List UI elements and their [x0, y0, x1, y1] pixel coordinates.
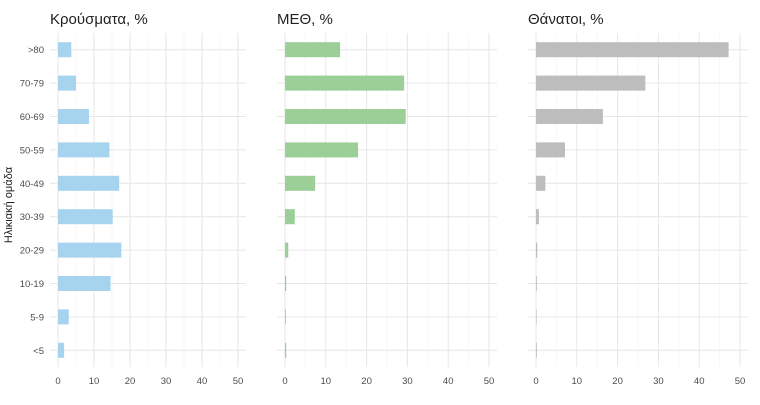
- x-tick-label: 30: [653, 376, 664, 387]
- x-tick-label: 30: [402, 376, 413, 387]
- x-tick-label: 50: [735, 376, 746, 387]
- panel-3: Θάνατοι, % 0 10 20 30 40 50: [528, 11, 748, 387]
- bar: [58, 142, 110, 158]
- bar: [536, 275, 537, 292]
- x-tick-label: 20: [125, 376, 136, 387]
- x-tick-label: 0: [55, 376, 60, 387]
- panels: Κρούσματα, % 0 10 20 30 40 50 >80 70-79 60-69 50-5…: [20, 11, 748, 387]
- y-tick-label: 60-69: [20, 112, 44, 123]
- bar: [58, 242, 122, 258]
- bar: [285, 309, 286, 325]
- bar: [285, 75, 405, 91]
- x-tick-label: 50: [484, 376, 495, 387]
- x-tick-label: 20: [612, 376, 623, 387]
- bar: [536, 309, 537, 325]
- bar: [285, 108, 406, 125]
- bar: [285, 242, 289, 258]
- panel-1: Κρούσματα, % 0 10 20 30 40 50 >80 70-79 60-69 50-5…: [20, 11, 246, 387]
- bar: [58, 275, 111, 292]
- x-tick-label: 40: [197, 376, 208, 387]
- y-tick-label: 40-49: [20, 179, 44, 190]
- bar: [536, 175, 546, 191]
- bar: [285, 275, 287, 292]
- bar: [58, 342, 65, 358]
- bar: [58, 175, 120, 191]
- y-tick-label: 5-9: [30, 312, 44, 323]
- panel-2: ΜΕΘ, % 0 10 20 30 40 50: [277, 11, 497, 387]
- x-tick-label: 40: [443, 376, 454, 387]
- y-tick-label: <5: [33, 346, 44, 357]
- panel-title: ΜΕΘ, %: [277, 11, 333, 28]
- x-tick-label: 0: [533, 376, 538, 387]
- bar: [58, 209, 113, 225]
- x-tick-label: 10: [89, 376, 100, 387]
- bar: [285, 342, 287, 358]
- bar: [58, 309, 69, 325]
- bar: [285, 142, 359, 158]
- bar: [536, 242, 538, 258]
- x-tick-label: 10: [572, 376, 583, 387]
- bar: [58, 75, 76, 91]
- y-tick-label: 50-59: [20, 145, 44, 156]
- bar: [536, 142, 565, 158]
- bar: [536, 75, 646, 91]
- bar: [285, 175, 316, 191]
- x-tick-label: 10: [321, 376, 332, 387]
- x-tick-label: 50: [233, 376, 244, 387]
- x-tick-label: 20: [361, 376, 372, 387]
- bar: [536, 108, 603, 125]
- y-tick-label: >80: [28, 45, 44, 56]
- bar: [285, 209, 295, 225]
- bar: [285, 42, 341, 58]
- y-axis-title: Ηλικιακή ομάδα: [3, 166, 15, 243]
- x-tick-label: 30: [161, 376, 172, 387]
- panel-title: Θάνατοι, %: [528, 11, 604, 28]
- y-tick-label: 70-79: [20, 79, 44, 90]
- y-tick-label: 30-39: [20, 212, 44, 223]
- x-tick-label: 0: [282, 376, 287, 387]
- bar: [536, 42, 729, 58]
- y-tick-label: 20-29: [20, 246, 44, 257]
- y-tick-label: 10-19: [20, 279, 44, 290]
- bar: [536, 209, 539, 225]
- bar: [536, 342, 537, 358]
- bar: [58, 42, 72, 58]
- bar: [58, 108, 89, 125]
- panel-title: Κρούσματα, %: [50, 11, 148, 28]
- x-tick-label: 40: [694, 376, 705, 387]
